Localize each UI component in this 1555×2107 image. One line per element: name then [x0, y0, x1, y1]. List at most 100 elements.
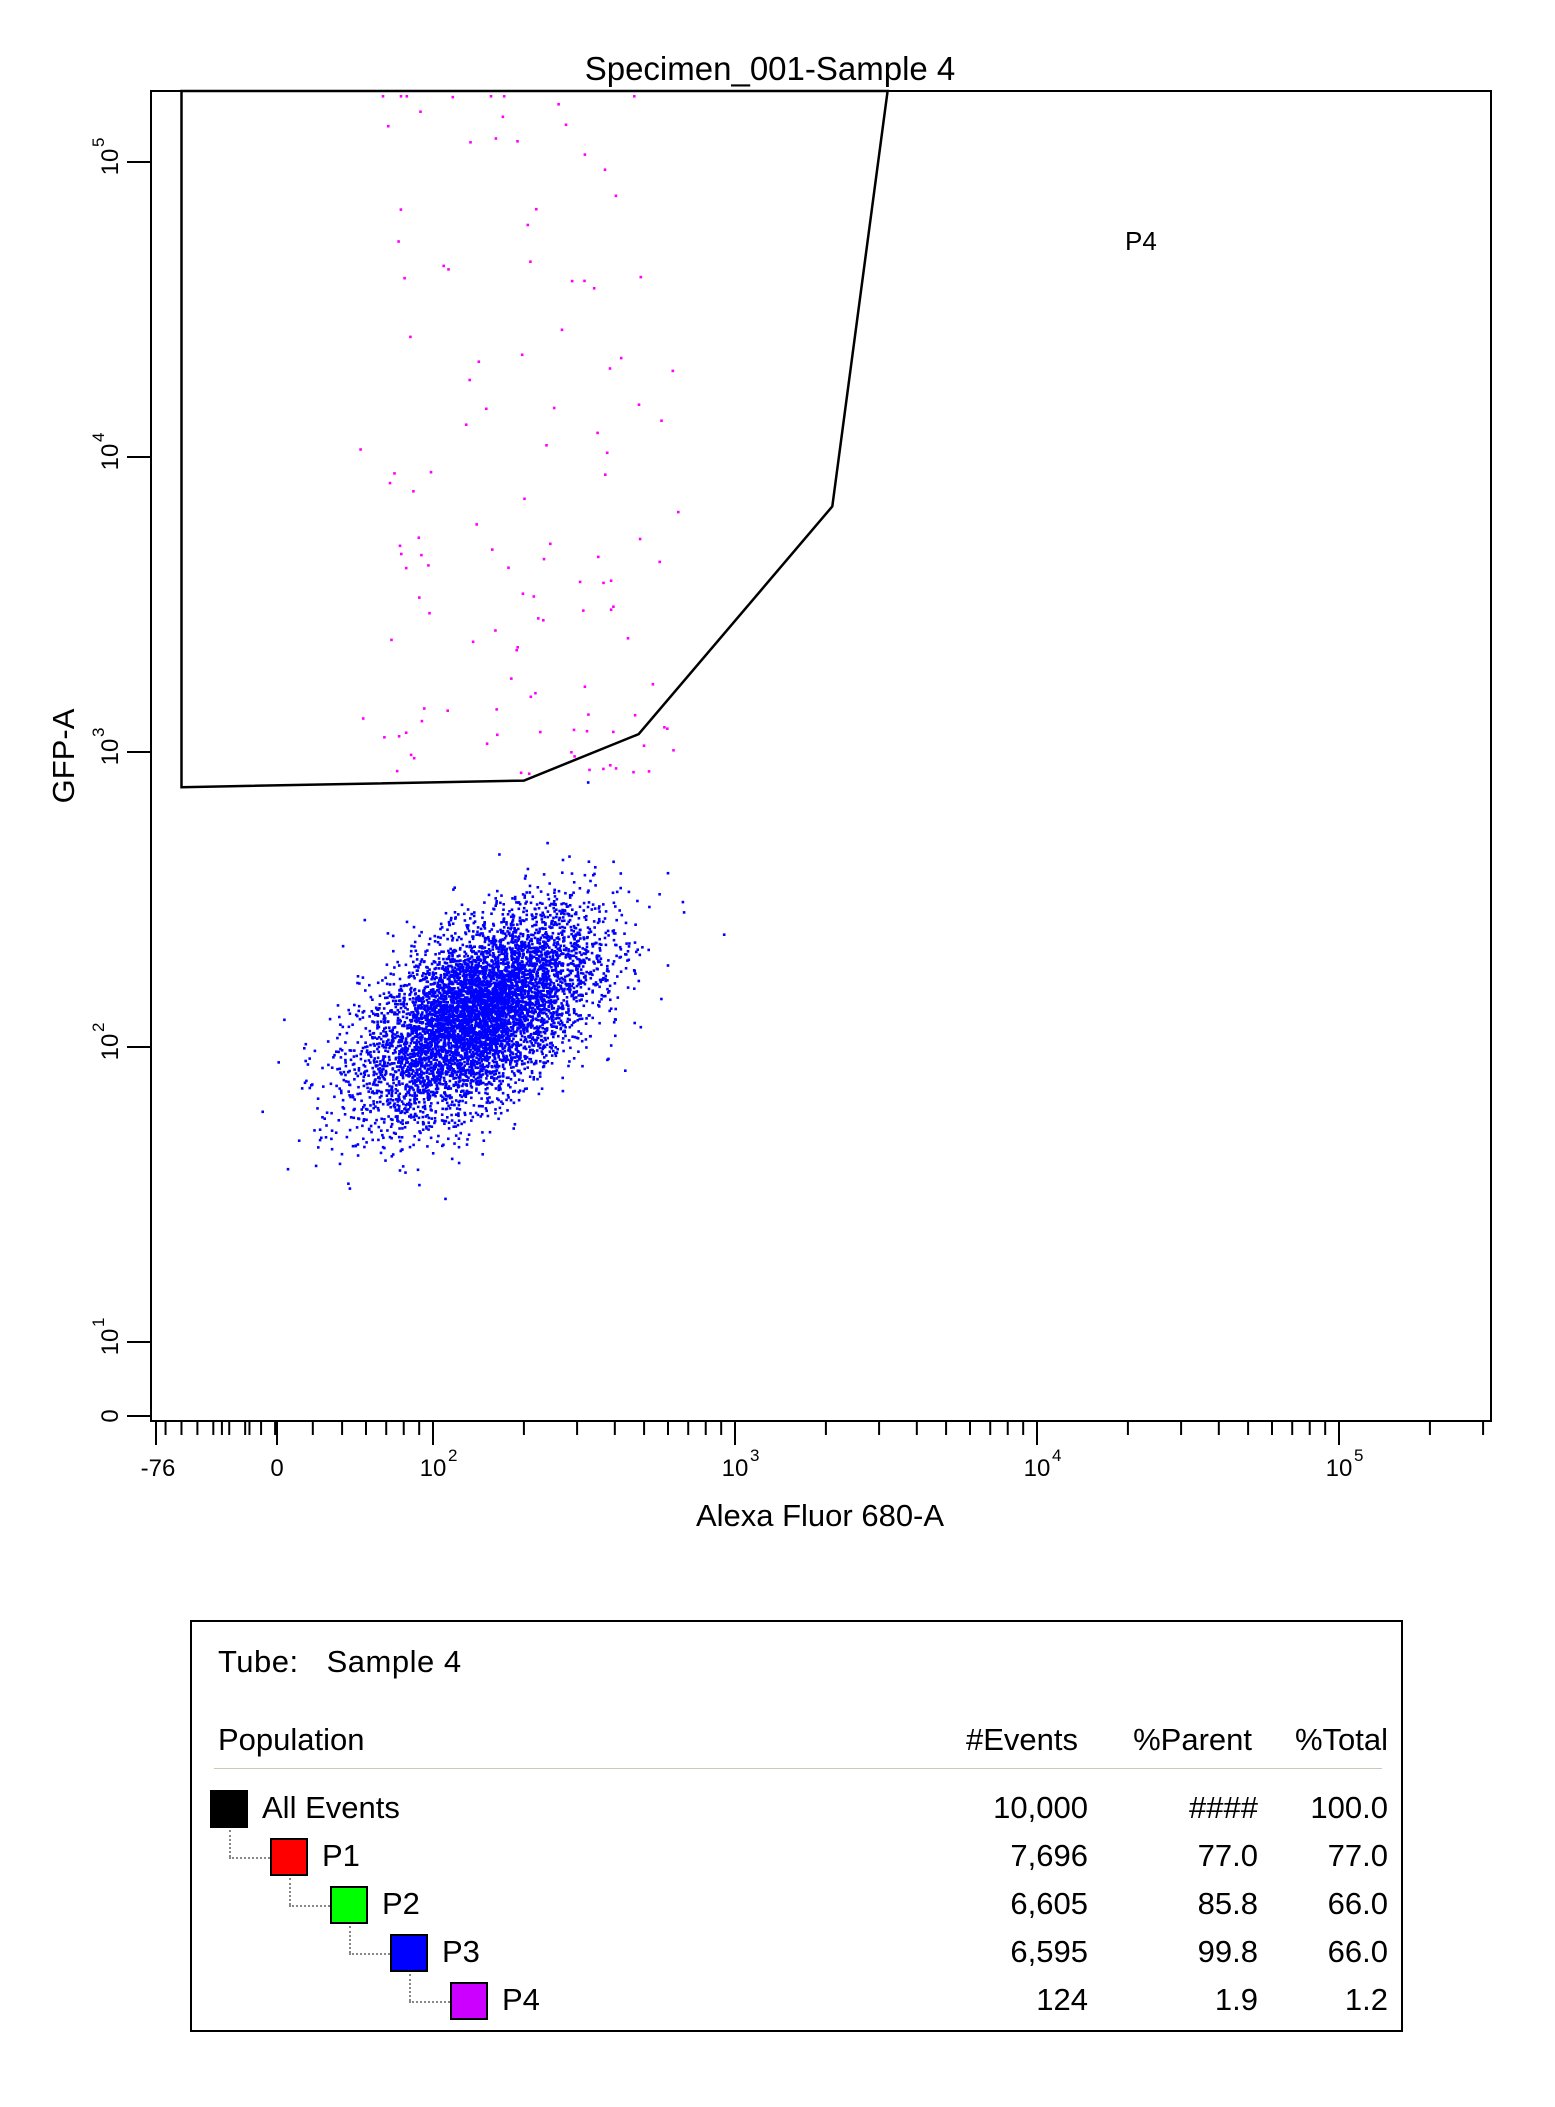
event-point-p3: [511, 1056, 514, 1059]
event-point-p3: [497, 1055, 500, 1058]
event-point-p3: [501, 989, 504, 992]
event-point-p3: [546, 1015, 549, 1018]
event-point-p3: [417, 996, 421, 999]
event-point-p3: [482, 1139, 486, 1142]
event-point-p3: [496, 1097, 499, 1100]
event-point-p3: [576, 1019, 579, 1022]
event-point-p3: [351, 1094, 354, 1097]
event-point-p3: [509, 1026, 513, 1029]
event-point-p3: [563, 919, 566, 922]
event-point-p3: [425, 1089, 428, 1093]
event-point-p3: [376, 1027, 379, 1030]
event-point-p3: [568, 982, 571, 986]
event-point-p3: [489, 1046, 492, 1050]
event-point-p3: [417, 1017, 421, 1020]
event-point-p3: [523, 989, 527, 992]
event-point-p3: [458, 1108, 462, 1111]
event-point-p3: [514, 1009, 518, 1013]
event-point-p3: [406, 1057, 409, 1060]
event-point-p3: [492, 1079, 496, 1082]
event-point-p3: [451, 1000, 454, 1004]
event-point-p3: [568, 969, 571, 973]
event-point-p3: [422, 1082, 426, 1085]
event-point-p3: [451, 922, 455, 925]
event-point-p3: [417, 1100, 421, 1104]
event-point-p3: [478, 1039, 482, 1043]
event-point-p3: [564, 948, 568, 952]
event-point-p3: [518, 1089, 522, 1092]
event-point-p3: [561, 1004, 565, 1008]
event-point-p3: [469, 949, 473, 952]
event-point-p3: [479, 932, 483, 935]
event-point-p3: [490, 1075, 493, 1079]
event-point-p3: [420, 979, 423, 982]
event-point-p3: [522, 972, 526, 976]
event-point-p3: [426, 1021, 430, 1025]
event-point-p3: [416, 1012, 419, 1016]
event-point-p3: [510, 1033, 513, 1037]
event-point-p3: [500, 1009, 504, 1013]
event-point-p3: [398, 1061, 401, 1064]
event-point-p3: [368, 1082, 371, 1085]
event-point-p3: [598, 946, 602, 950]
event-point-p3: [552, 988, 556, 991]
event-point-p3: [527, 1035, 530, 1038]
event-point-p3: [395, 1084, 398, 1087]
event-point-p3: [495, 1024, 498, 1028]
event-point-p3: [568, 894, 572, 897]
event-point-p3: [467, 992, 470, 996]
event-point-p3: [385, 1100, 389, 1103]
event-point-p3: [372, 1102, 375, 1106]
event-point-p3: [572, 1057, 576, 1060]
event-point-p3: [453, 1035, 457, 1039]
event-point-p3: [465, 1029, 469, 1032]
event-point-p3: [457, 1003, 460, 1006]
event-point-p3: [426, 1114, 429, 1117]
event-point-p3: [465, 1143, 469, 1146]
event-point-p3: [458, 1034, 461, 1037]
event-point-p3: [415, 1035, 419, 1038]
event-point-p3: [378, 994, 382, 998]
event-point-p3: [436, 989, 439, 992]
event-point-p3: [461, 1049, 464, 1052]
event-point-p3: [436, 983, 439, 986]
event-point-p3: [499, 1000, 502, 1003]
event-point-p3: [474, 1008, 478, 1012]
event-point-p3: [488, 963, 491, 966]
event-point-p3: [502, 977, 506, 981]
event-point-p3: [421, 1115, 425, 1119]
event-point-p3: [433, 1119, 437, 1123]
event-point-p3: [405, 1012, 409, 1016]
event-point-p3: [423, 1014, 427, 1018]
event-point-p3: [537, 1002, 540, 1006]
event-point-p3: [356, 1074, 360, 1078]
event-point-p3: [565, 996, 569, 999]
event-point-p3: [434, 991, 437, 994]
event-point-p3: [453, 948, 456, 952]
event-point-p3: [608, 1009, 611, 1013]
event-point-p3: [550, 1041, 553, 1045]
event-point-p3: [492, 993, 495, 996]
event-point-p3: [472, 1006, 475, 1010]
event-point-p3: [564, 1034, 567, 1038]
event-point-p3: [519, 1053, 522, 1056]
event-point-p3: [499, 1018, 503, 1021]
event-point-p3: [405, 984, 409, 987]
event-point-p3: [538, 1043, 542, 1046]
event-point-p3: [554, 945, 558, 948]
event-point-p3: [507, 1076, 510, 1079]
event-point-p3: [528, 891, 532, 894]
event-point-p3: [478, 1020, 482, 1023]
event-point-p3: [448, 1019, 451, 1023]
event-point-p3: [501, 929, 505, 933]
event-point-p3: [468, 985, 472, 989]
event-point-p3: [544, 953, 547, 957]
event-point-p3: [372, 1050, 376, 1053]
event-point-p3: [481, 969, 484, 973]
event-point-p3: [553, 895, 557, 898]
event-point-p3: [521, 934, 525, 938]
event-point-p3: [473, 945, 476, 948]
event-point-p3: [504, 966, 508, 969]
event-point-p3: [492, 1016, 495, 1019]
event-point-p3: [418, 1042, 422, 1046]
